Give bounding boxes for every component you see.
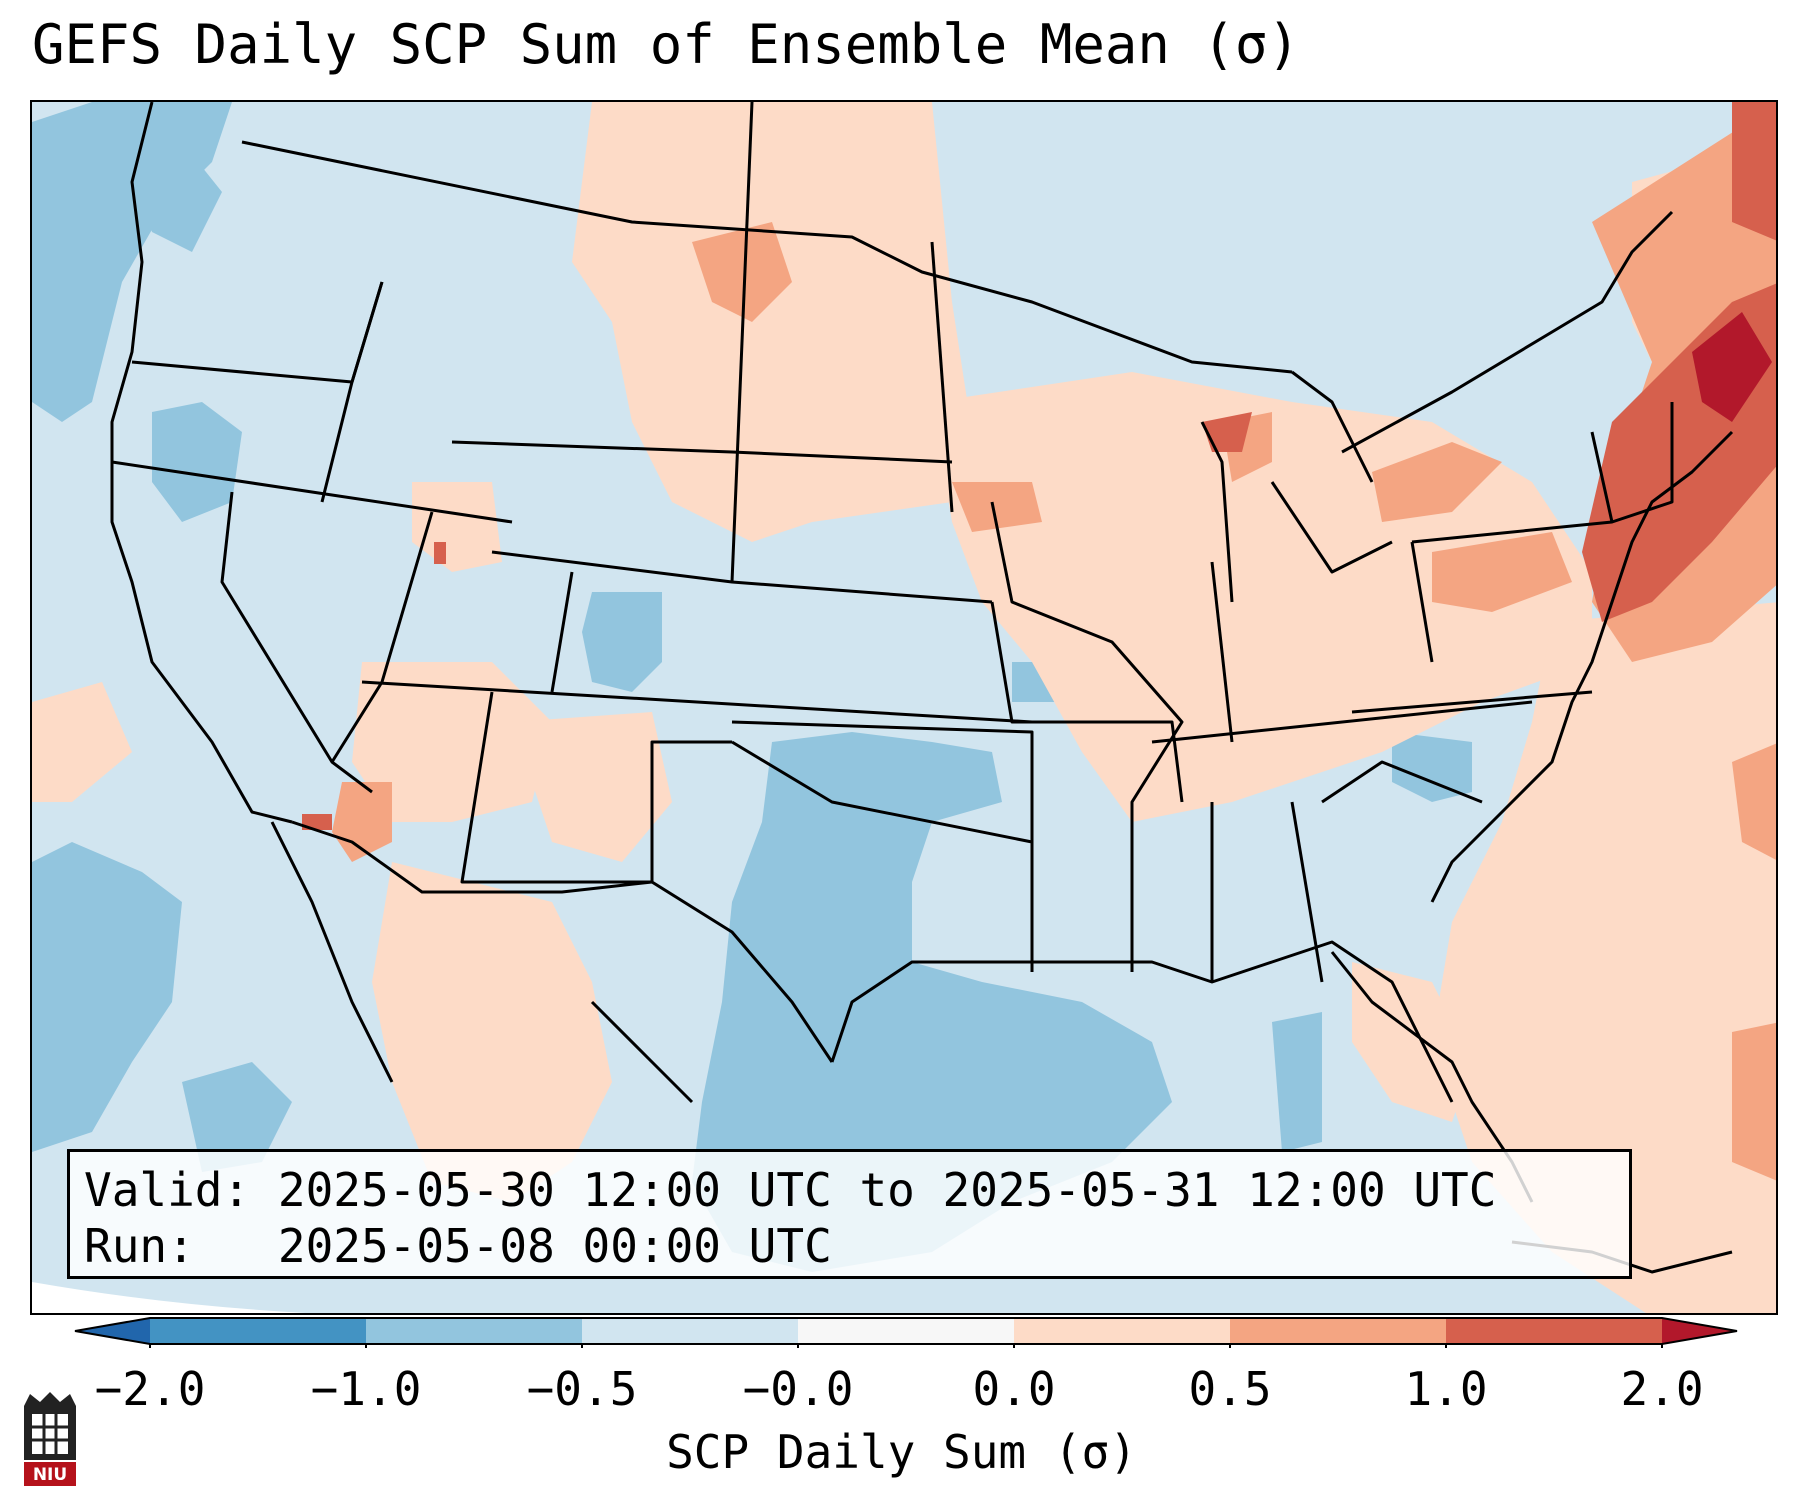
- colorbar-segment: [1230, 1318, 1446, 1344]
- colorbar-tick-label: −2.0: [94, 1362, 206, 1416]
- pos-region-nm: [512, 712, 672, 862]
- pos-med-nd: [692, 222, 792, 322]
- pos-med-arizona: [332, 782, 392, 862]
- line-mexico-interior: [270, 821, 694, 1104]
- colorbar-tick-label: −0.0: [742, 1362, 854, 1416]
- line-mississippi: [990, 501, 1184, 972]
- blue-region-ca: [152, 402, 242, 522]
- pos-extreme-new-england: [1692, 312, 1772, 422]
- gulf-coast: [830, 940, 1454, 1103]
- east-canada-border: [1341, 210, 1674, 454]
- pos-region-mexico: [372, 862, 612, 1202]
- blue-region-se: [1392, 732, 1472, 802]
- colorbar: [74, 1317, 1738, 1348]
- colorbar-segment: [798, 1318, 1014, 1344]
- line-mt-wy: [451, 440, 953, 464]
- blue-region-texas: [692, 732, 1172, 1272]
- line-nm: [460, 691, 732, 884]
- run-label: Run:: [84, 1219, 195, 1273]
- line-ok-tx: [731, 740, 1034, 972]
- line-al-ga: [1290, 801, 1324, 983]
- colorbar-over-extend: [1662, 1318, 1737, 1344]
- line-mn: [930, 241, 954, 513]
- line-mo-ar: [990, 601, 1184, 803]
- negative-anomaly-regions: [32, 102, 1472, 1272]
- mexico-border: [291, 820, 834, 1063]
- pos-med-caribbean: [1732, 1022, 1776, 1181]
- colorbar-tick-label: 1.0: [1404, 1362, 1488, 1416]
- west-coast: [110, 102, 293, 824]
- line-ny-vt: [1590, 402, 1674, 524]
- colorbar-tick-label: −0.5: [526, 1362, 638, 1416]
- colorbar-segment: [1014, 1318, 1230, 1344]
- east-coast: [1430, 430, 1734, 903]
- valid-label: Valid:: [84, 1163, 251, 1217]
- line-ut-az: [361, 680, 1033, 724]
- scp-field-map: [32, 102, 1776, 1313]
- line-pa-ny: [1411, 520, 1613, 544]
- valid-run-info-box: Valid: 2025-05-30 12:00 UTC to 2025-05-3…: [67, 1149, 1632, 1279]
- blue-region-pacific-strips: [132, 142, 222, 252]
- colorbar-tick-label: −1.0: [310, 1362, 422, 1416]
- niu-logo: NIU: [24, 1392, 76, 1486]
- pos-strong-ut: [434, 542, 446, 564]
- line-co: [550, 571, 574, 693]
- valid-time-range: 2025-05-30 12:00 UTC to 2025-05-31 12:00…: [277, 1163, 1497, 1217]
- pos-strong-lake-mi: [1202, 412, 1252, 452]
- pos-med-ohio: [1432, 532, 1572, 612]
- line-va-nc: [1351, 690, 1593, 714]
- line-great-lakes: [1200, 370, 1393, 603]
- canada-border: [241, 140, 1293, 374]
- run-time: 2025-05-08 00:00 UTC: [277, 1219, 832, 1273]
- colorbar-segment: [582, 1318, 798, 1344]
- pos-region-pacific-sw: [32, 682, 132, 802]
- pos-strong-ne-upper: [1732, 102, 1776, 241]
- colorbar-under-extend: [75, 1318, 150, 1344]
- map-title: GEFS Daily SCP Sum of Ensemble Mean (σ): [32, 13, 1300, 76]
- colorbar-label: SCP Daily Sum (σ): [666, 1425, 1137, 1479]
- line-ks-ok: [731, 720, 1034, 842]
- line-dakotas: [730, 102, 754, 583]
- state-borders: [110, 102, 1734, 1274]
- blue-region-co: [582, 592, 662, 692]
- pos-region-northern-plains: [572, 102, 972, 542]
- blue-region-pacific-s: [182, 1062, 292, 1172]
- line-or-ca: [111, 460, 513, 524]
- blue-region-gulf-east: [1272, 1012, 1322, 1152]
- line-oh-pa: [1410, 541, 1434, 663]
- colorbar-segment: [366, 1318, 582, 1344]
- pos-region-atlantic: [1432, 602, 1776, 1313]
- map-panel[interactable]: [30, 100, 1778, 1315]
- pos-strong-az: [302, 814, 332, 830]
- colorbar-segment: [1446, 1318, 1662, 1344]
- line-az-nm: [330, 511, 434, 763]
- pos-region-southwest: [352, 662, 552, 822]
- pos-med-atlantic-se: [1732, 743, 1776, 860]
- colorbar-tick-label: 2.0: [1620, 1362, 1704, 1416]
- line-tn-ky: [1151, 700, 1533, 744]
- logo-text: NIU: [33, 1465, 67, 1485]
- colorbar-segment: [150, 1318, 366, 1344]
- colorbar-tick-label: 0.5: [1188, 1362, 1272, 1416]
- pos-med-iowa: [952, 482, 1042, 532]
- colorbar-tick-label: 0.0: [972, 1362, 1056, 1416]
- outside-domain-area: [32, 1282, 306, 1313]
- line-nv: [220, 491, 373, 794]
- pos-med-lake-erie: [1372, 442, 1502, 522]
- blue-region-pacific-sw: [32, 842, 182, 1152]
- line-in-oh: [1210, 561, 1234, 743]
- line-id: [320, 281, 384, 503]
- line-ga-sc: [1321, 760, 1483, 804]
- positive-extreme-regions: [1692, 312, 1772, 422]
